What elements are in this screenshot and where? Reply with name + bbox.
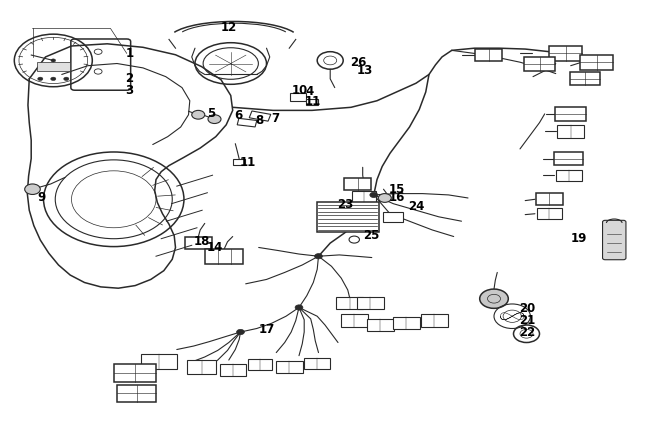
Circle shape (51, 59, 56, 62)
Bar (421, 314, 448, 327)
Bar (341, 314, 368, 327)
FancyBboxPatch shape (603, 220, 626, 260)
Bar (557, 125, 584, 138)
Circle shape (315, 254, 322, 259)
Bar (571, 72, 599, 85)
Bar (352, 191, 376, 201)
Bar (554, 152, 583, 165)
Bar (249, 111, 271, 121)
Text: 1: 1 (125, 47, 134, 60)
Bar (384, 212, 403, 222)
Text: 7: 7 (272, 112, 280, 125)
Text: 16: 16 (389, 191, 405, 205)
Bar (37, 62, 70, 71)
Bar (317, 202, 379, 232)
Text: 4: 4 (306, 85, 314, 99)
Circle shape (208, 115, 221, 124)
Bar (556, 170, 582, 181)
Text: 8: 8 (255, 114, 264, 127)
Bar (185, 237, 212, 249)
Text: 17: 17 (259, 323, 275, 336)
Bar (304, 358, 330, 369)
Circle shape (25, 184, 40, 194)
Text: 22: 22 (519, 325, 535, 339)
Text: 11: 11 (239, 156, 255, 170)
Text: 12: 12 (221, 21, 237, 34)
Bar (306, 99, 318, 105)
Circle shape (480, 289, 508, 308)
Bar (344, 178, 371, 190)
Text: 11: 11 (304, 95, 320, 108)
Bar (393, 317, 420, 329)
Text: 20: 20 (519, 302, 535, 315)
Bar (524, 57, 555, 71)
Bar (117, 385, 156, 402)
Text: 13: 13 (356, 64, 372, 78)
Bar (233, 159, 245, 165)
Text: 5: 5 (207, 107, 215, 120)
Text: 23: 23 (337, 198, 353, 212)
Circle shape (370, 192, 378, 198)
Bar (237, 118, 257, 127)
Bar (248, 359, 272, 370)
Circle shape (378, 194, 391, 202)
Text: 25: 25 (363, 229, 379, 242)
Circle shape (192, 110, 205, 119)
Text: 6: 6 (234, 109, 242, 122)
Text: 26: 26 (350, 56, 366, 69)
Text: 14: 14 (207, 241, 223, 254)
Text: 3: 3 (125, 84, 134, 97)
Text: 9: 9 (37, 191, 46, 205)
Bar (475, 49, 502, 61)
Circle shape (38, 77, 43, 81)
Bar (220, 364, 246, 376)
Text: 18: 18 (194, 235, 210, 248)
Text: 21: 21 (519, 314, 535, 327)
Bar (205, 249, 243, 264)
Circle shape (295, 305, 303, 310)
Bar (142, 354, 177, 369)
Text: 19: 19 (571, 232, 587, 245)
Bar (336, 297, 363, 309)
Text: 15: 15 (389, 183, 405, 196)
Circle shape (51, 77, 56, 81)
Text: 24: 24 (408, 200, 424, 213)
Bar (549, 46, 582, 61)
Bar (536, 193, 563, 205)
Text: 10: 10 (291, 84, 307, 97)
Text: 2: 2 (125, 72, 134, 85)
Bar (290, 93, 305, 101)
Bar (580, 55, 613, 70)
Bar (555, 107, 586, 121)
Circle shape (237, 329, 244, 335)
Bar (357, 297, 384, 309)
Bar (114, 364, 156, 382)
Circle shape (64, 77, 69, 81)
Bar (367, 319, 394, 331)
FancyBboxPatch shape (71, 39, 131, 90)
Bar (537, 208, 562, 219)
Bar (276, 361, 303, 373)
Bar (187, 360, 216, 374)
